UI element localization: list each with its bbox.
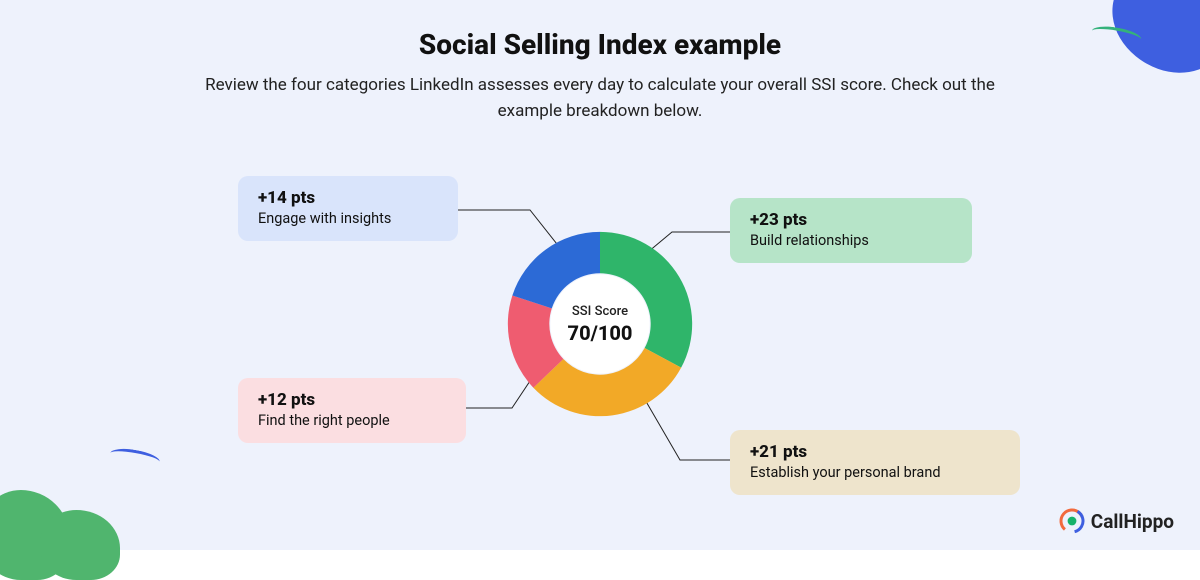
card-points: +21 pts: [750, 442, 1000, 462]
page-subtitle: Review the four categories LinkedIn asse…: [180, 72, 1020, 125]
card-engage-with-insights: +14 pts Engage with insights: [238, 176, 458, 241]
donut-center-value: 70/100: [568, 321, 633, 345]
brand-logo: CallHippo: [1059, 508, 1174, 534]
infographic-canvas: Social Selling Index example Review the …: [0, 0, 1200, 550]
page-title: Social Selling Index example: [0, 28, 1200, 61]
ssi-donut-chart: SSI Score 70/100: [504, 228, 696, 420]
brand-name: CallHippo: [1091, 510, 1174, 533]
card-find-right-people: +12 pts Find the right people: [238, 378, 466, 443]
card-label: Establish your personal brand: [750, 464, 1000, 481]
card-label: Find the right people: [258, 412, 446, 429]
card-points: +23 pts: [750, 210, 952, 230]
brand-logo-icon: [1059, 508, 1085, 534]
card-points: +14 pts: [258, 188, 438, 208]
corner-decor-bottom-left: [0, 460, 130, 580]
donut-center-label: SSI Score: [572, 304, 628, 319]
card-label: Build relationships: [750, 232, 952, 249]
card-label: Engage with insights: [258, 210, 438, 227]
card-build-relationships: +23 pts Build relationships: [730, 198, 972, 263]
card-points: +12 pts: [258, 390, 446, 410]
card-establish-personal-brand: +21 pts Establish your personal brand: [730, 430, 1020, 495]
donut-center: SSI Score 70/100: [504, 228, 696, 420]
